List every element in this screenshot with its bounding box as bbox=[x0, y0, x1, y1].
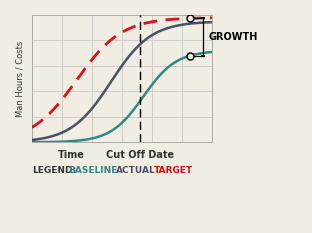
Y-axis label: Man Hours / Costs: Man Hours / Costs bbox=[15, 41, 24, 117]
Text: Cut Off Date: Cut Off Date bbox=[106, 150, 174, 160]
Text: GROWTH: GROWTH bbox=[208, 32, 258, 42]
Text: LEGEND:: LEGEND: bbox=[32, 166, 76, 175]
Text: Time: Time bbox=[58, 150, 85, 160]
Text: BASELINE: BASELINE bbox=[68, 166, 117, 175]
Text: ACTUAL: ACTUAL bbox=[116, 166, 156, 175]
Text: TARGET: TARGET bbox=[154, 166, 193, 175]
